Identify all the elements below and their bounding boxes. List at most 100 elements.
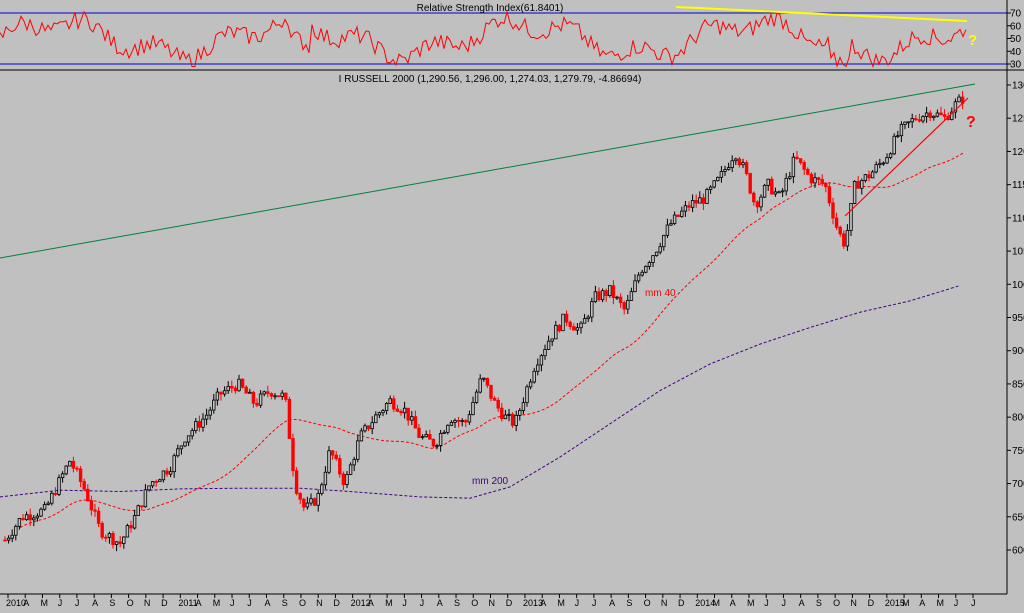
price-bar-body bbox=[503, 414, 508, 420]
price-bar-body bbox=[316, 493, 320, 506]
price-bar-body bbox=[17, 518, 22, 527]
price-bar-body bbox=[82, 481, 86, 490]
ma40-line bbox=[19, 152, 965, 529]
price-bar-body bbox=[114, 541, 119, 546]
price-bar-body bbox=[950, 111, 954, 121]
price-bar-body bbox=[896, 135, 900, 138]
price-bar-body bbox=[251, 391, 256, 404]
x-tick-label: A bbox=[730, 598, 736, 608]
price-bar-body bbox=[921, 116, 925, 122]
price-bar-body bbox=[384, 403, 389, 411]
price-bar-body bbox=[510, 413, 515, 426]
price-tick-label: 950 bbox=[1012, 313, 1024, 324]
price-bar-body bbox=[150, 481, 155, 487]
x-tick-label: A bbox=[368, 598, 374, 608]
x-tick-label: N bbox=[316, 598, 323, 608]
price-bar-body bbox=[39, 508, 43, 517]
x-tick-label: J bbox=[230, 598, 235, 608]
price-bar-body bbox=[712, 180, 716, 188]
price-bar-body bbox=[834, 217, 839, 228]
price-bar-body bbox=[442, 431, 446, 434]
price-bar-body bbox=[852, 180, 857, 204]
price-bar-body bbox=[586, 316, 590, 320]
price-bar-body bbox=[701, 197, 706, 204]
x-tick-label: D bbox=[678, 598, 685, 608]
x-tick-label: 2012 bbox=[351, 598, 371, 608]
price-bar-body bbox=[366, 425, 371, 430]
price-bar-body bbox=[136, 505, 140, 516]
x-tick-label: O bbox=[644, 598, 651, 608]
price-bar-body bbox=[305, 502, 310, 508]
price-bar-body bbox=[658, 246, 662, 253]
price-bar-body bbox=[201, 418, 205, 428]
price-bar-body bbox=[197, 421, 202, 428]
x-tick-label: D bbox=[333, 598, 340, 608]
price-bar-body bbox=[788, 176, 792, 179]
price-bar-body bbox=[694, 200, 698, 204]
rsi-tick-label: 50 bbox=[1010, 34, 1022, 45]
price-panel: I RUSSELL 2000 (1,290.56, 1,296.00, 1,27… bbox=[0, 74, 1024, 557]
price-bar-body bbox=[744, 162, 749, 174]
x-tick-label: D bbox=[161, 598, 168, 608]
rsi-tick-label: 60 bbox=[1010, 21, 1022, 32]
price-bar-body bbox=[273, 395, 277, 398]
price-bar-body bbox=[914, 118, 918, 121]
x-tick-label: O bbox=[127, 598, 134, 608]
price-bar-body bbox=[208, 409, 212, 416]
price-bar-body bbox=[104, 536, 108, 539]
x-tick-label: A bbox=[609, 598, 615, 608]
price-bar-body bbox=[276, 395, 281, 398]
x-tick-label: A bbox=[264, 598, 270, 608]
price-bar-body bbox=[748, 173, 752, 194]
price-bar-body bbox=[341, 473, 346, 485]
price-bar-body bbox=[539, 355, 544, 366]
price-bar-body bbox=[413, 416, 418, 429]
price-bar-body bbox=[860, 180, 864, 189]
price-bar-body bbox=[723, 169, 727, 172]
price-bar-body bbox=[107, 533, 112, 538]
price-tick-label: 850 bbox=[1012, 379, 1024, 390]
x-tick-label: M bbox=[40, 598, 48, 608]
price-bar-body bbox=[780, 190, 785, 193]
x-tick-label: M bbox=[747, 598, 755, 608]
price-bar-body bbox=[626, 300, 630, 310]
price-bar-body bbox=[525, 386, 529, 404]
price-bar-body bbox=[68, 460, 72, 467]
price-bar-body bbox=[935, 112, 940, 117]
price-bar-body bbox=[410, 416, 414, 421]
price-bar-body bbox=[572, 326, 576, 331]
price-tick-label: 1300 bbox=[1012, 81, 1024, 92]
x-tick-label: O bbox=[833, 598, 840, 608]
price-bar-body bbox=[878, 162, 882, 166]
x-tick-label: O bbox=[299, 598, 306, 608]
price-bar-body bbox=[827, 186, 832, 204]
price-bar-body bbox=[237, 378, 241, 392]
price-tick-label: 600 bbox=[1012, 546, 1024, 557]
price-tick-label: 700 bbox=[1012, 479, 1024, 490]
price-bar-body bbox=[86, 488, 90, 502]
price-bar-body bbox=[435, 445, 439, 447]
x-tick-label: S bbox=[109, 598, 115, 608]
x-tick-label: J bbox=[575, 598, 580, 608]
price-bar-body bbox=[600, 290, 605, 301]
x-tick-label: S bbox=[626, 598, 632, 608]
price-bar-body bbox=[730, 160, 734, 169]
price-bar-body bbox=[654, 251, 659, 257]
price-bar-body bbox=[474, 391, 479, 403]
price-bar-body bbox=[420, 436, 425, 439]
price-bar-body bbox=[676, 214, 680, 217]
price-bar-body bbox=[705, 189, 709, 204]
price-bar-body bbox=[154, 481, 158, 483]
price-tick-label: 1100 bbox=[1012, 213, 1024, 224]
price-bar-body bbox=[388, 398, 392, 404]
price-bar-body bbox=[618, 296, 623, 303]
price-bar-body bbox=[186, 435, 191, 443]
price-bar-body bbox=[53, 492, 58, 495]
x-tick-label: A bbox=[196, 598, 202, 608]
price-bar-body bbox=[226, 385, 230, 392]
price-bar-body bbox=[363, 425, 367, 432]
x-tick-label: 2015 bbox=[885, 598, 905, 608]
price-bar-body bbox=[831, 202, 835, 219]
price-bar-body bbox=[255, 402, 259, 406]
